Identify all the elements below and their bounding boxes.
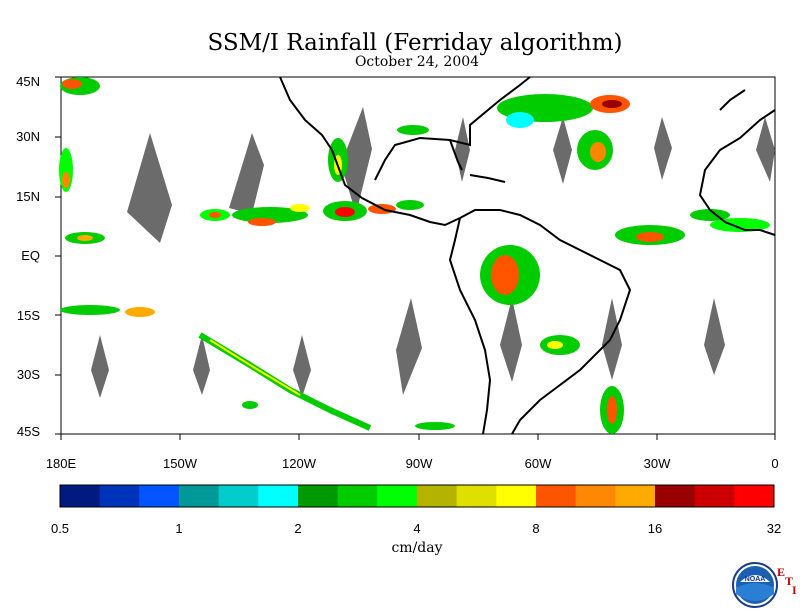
colorbar-cell (377, 485, 418, 507)
colorbar-label-0-5: 0.5 (50, 521, 70, 536)
colorbar-cell (694, 485, 735, 507)
colorbar-cell (575, 485, 616, 507)
colorbar-cell (179, 485, 220, 507)
lat-label-45n: 45N (16, 74, 40, 89)
axis-ticks (55, 76, 776, 440)
colorbar-cell (218, 485, 259, 507)
lat-label-15s: 15S (16, 308, 40, 323)
map-frame (60, 76, 776, 435)
lat-label-30n: 30N (16, 129, 40, 144)
coastlines (279, 76, 776, 435)
lon-label-0: 0 (771, 456, 779, 471)
lon-label-120w: 120W (282, 456, 316, 471)
colorbar-label-32: 32 (766, 521, 782, 536)
lon-label-180e: 180E (45, 456, 77, 471)
colorbar-label-8: 8 (532, 521, 540, 536)
colorbar-cell (99, 485, 140, 507)
noaa-logo: NOAA (732, 562, 778, 608)
colorbar-cell (60, 485, 101, 507)
lat-label-45s: 45S (16, 424, 40, 439)
svg-text:NOAA: NOAA (745, 576, 766, 583)
colorbar-cell (337, 485, 378, 507)
colorbar-cell (536, 485, 577, 507)
colorbar-cell (496, 485, 537, 507)
no-data-swath-gaps (91, 107, 775, 398)
map-title: SSM/I Rainfall (Ferriday algorithm) (207, 30, 623, 56)
lon-label-150w: 150W (163, 456, 197, 471)
lon-label-60w: 60W (524, 456, 552, 471)
lat-label-30s: 30S (16, 367, 40, 382)
colorbar-label-4: 4 (413, 521, 421, 536)
map-date: October 24, 2004 (354, 54, 480, 70)
logo-letter-i: I (792, 583, 797, 597)
colorbar-cell (139, 485, 180, 507)
lon-label-90w: 90W (405, 456, 433, 471)
colorbar-cell (456, 485, 497, 507)
rainfall-patches (59, 77, 770, 434)
colorbar-units: cm/day (391, 540, 443, 556)
colorbar-cell (298, 485, 339, 507)
colorbar-cell (258, 485, 299, 507)
colorbar-cell (417, 485, 458, 507)
lat-label-eq: EQ (21, 248, 40, 263)
colorbar-cell (615, 485, 656, 507)
logo-letter-t: T (785, 574, 794, 588)
lat-label-15n: 15N (16, 189, 40, 204)
colorbar-label-16: 16 (647, 521, 663, 536)
lon-label-30w: 30W (643, 456, 671, 471)
colorbar-cell (734, 485, 775, 507)
logo-letter-e: E (777, 565, 786, 579)
colorbar-label-1: 1 (175, 521, 183, 536)
colorbar-cell (655, 485, 696, 507)
colorbar-label-2: 2 (294, 521, 302, 536)
